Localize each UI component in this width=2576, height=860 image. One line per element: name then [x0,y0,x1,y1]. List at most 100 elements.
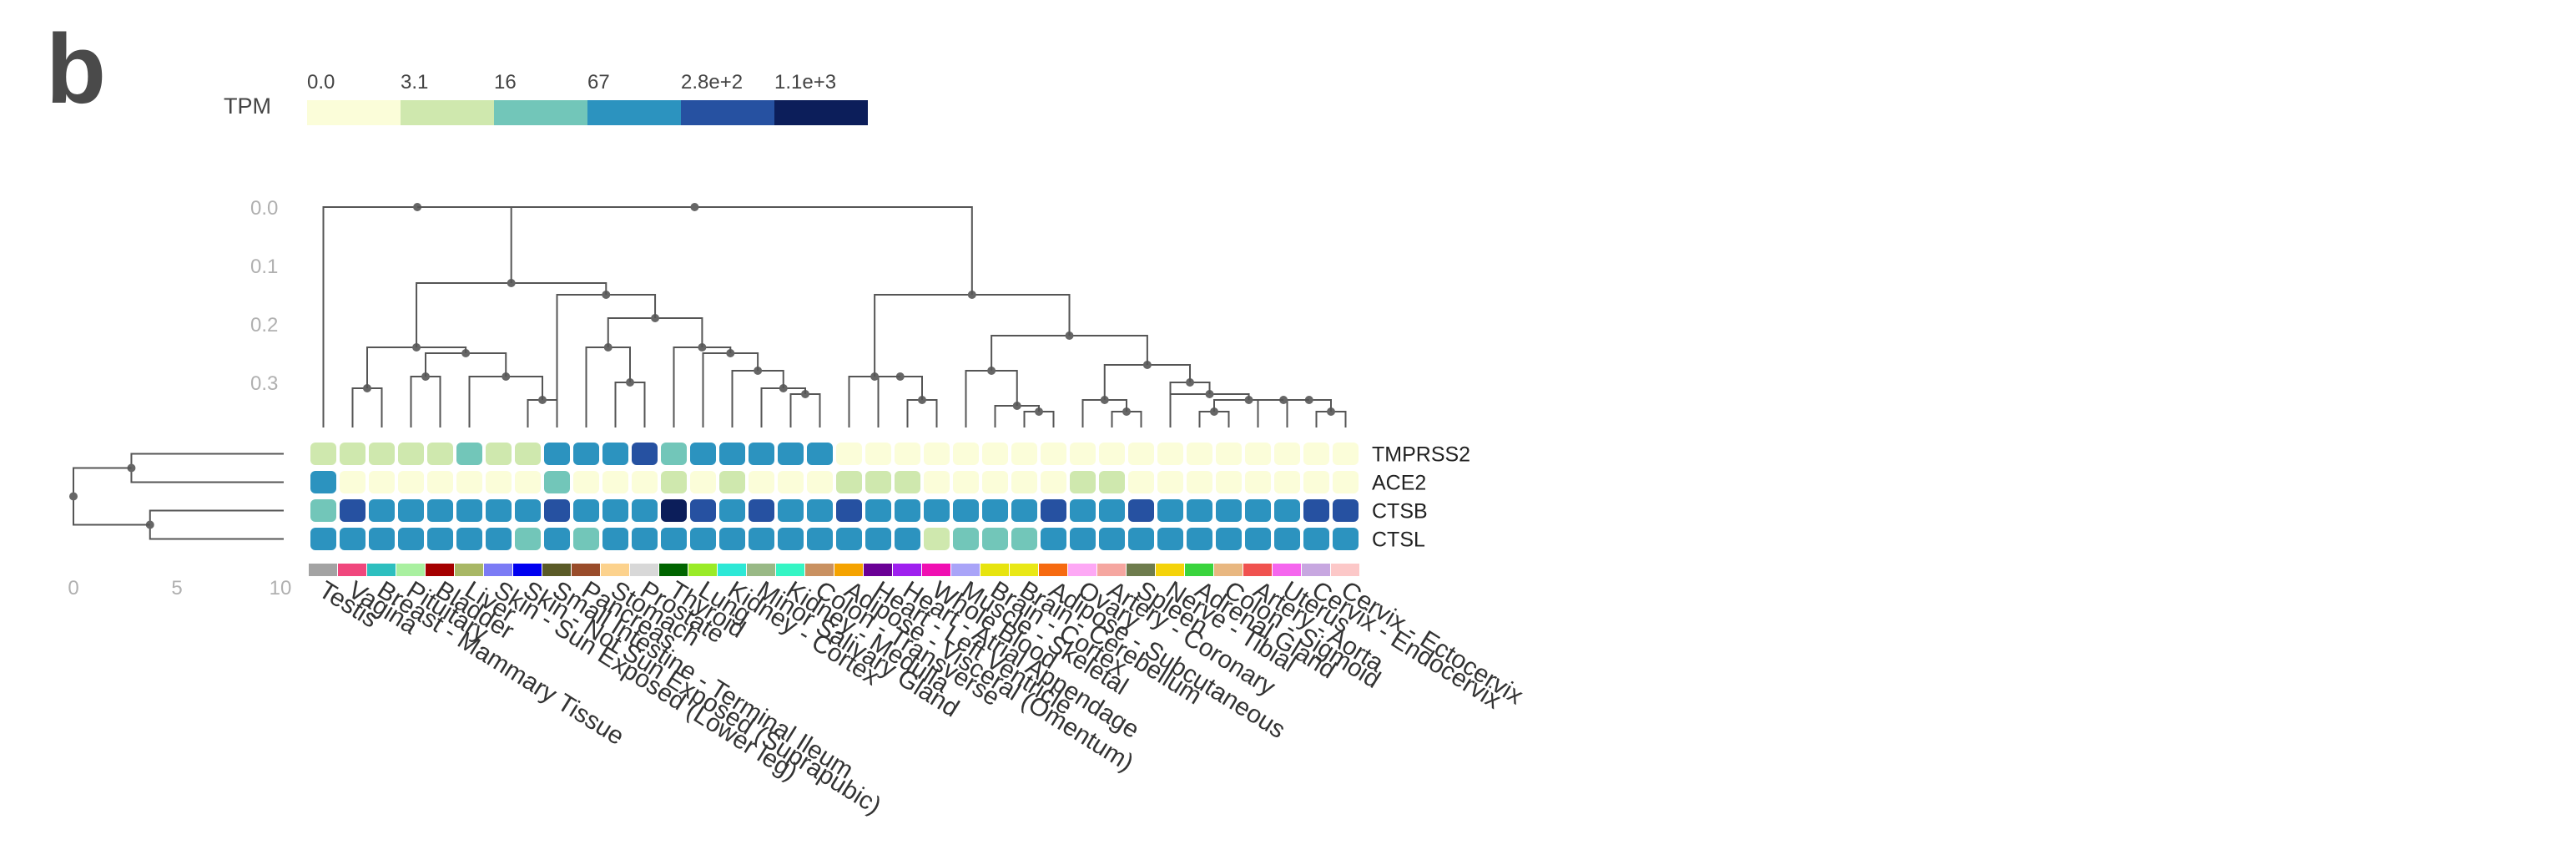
legend-tick-3: 67 [587,71,610,94]
heat-cell-3-11 [632,528,658,550]
heat-cell-2-1 [340,499,365,522]
tissue-color-16 [776,564,804,576]
heat-cell-1-19 [865,471,891,493]
row-axis-tick-1: 5 [171,577,182,599]
tissue-color-10 [601,564,629,576]
heat-cell-1-14 [719,471,745,493]
heat-cell-0-14 [719,443,745,465]
heat-cell-3-1 [340,528,365,550]
heat-cell-1-22 [953,471,979,493]
legend-swatch-4 [681,100,774,125]
heat-cell-0-26 [1070,443,1096,465]
heat-cell-0-8 [544,443,570,465]
dendro-link-32 [322,206,512,427]
dendro-link-42 [965,370,1018,427]
tpm-legend: TPM 0.0 3.1 16 67 2.8e+2 1.1e+3 [224,71,868,125]
heat-cell-1-25 [1041,471,1066,493]
heat-cell-2-24 [1011,499,1037,522]
heat-cell-0-20 [895,443,920,465]
heat-cell-0-19 [865,443,891,465]
heat-cell-3-29 [1157,528,1183,550]
tissue-color-1 [338,564,366,576]
heat-cell-3-7 [515,528,541,550]
heat-cell-1-27 [1099,471,1125,493]
tissue-color-3 [396,564,425,576]
legend-swatch-3 [587,100,681,125]
heat-cell-0-35 [1333,443,1359,465]
tissue-color-20 [893,564,921,576]
heat-cell-0-31 [1216,443,1242,465]
heat-cell-0-13 [690,443,716,465]
heat-cell-3-32 [1245,528,1271,550]
gene-label-1: ACE2 [1372,472,1426,495]
heat-cell-1-2 [369,471,395,493]
dendro-link-16 [789,393,821,427]
heat-cell-3-28 [1128,528,1154,550]
heat-cell-0-22 [953,443,979,465]
heat-cell-3-25 [1041,528,1066,550]
heat-cell-0-0 [310,443,336,465]
gene-label-0: TMPRSS2 [1372,443,1470,467]
heat-cell-0-15 [749,443,774,465]
heat-cell-0-1 [340,443,365,465]
dendro-link-56 [1213,399,1284,412]
heat-cell-2-4 [427,499,453,522]
heat-cell-0-28 [1128,443,1154,465]
heat-cell-1-7 [515,471,541,493]
tissue-color-11 [630,564,658,576]
tissue-color-23 [980,564,1009,576]
legend-tick-0: 0.0 [307,71,335,94]
heat-cell-0-9 [573,443,599,465]
heat-cell-2-29 [1157,499,1183,522]
heat-cell-1-9 [573,471,599,493]
tissue-color-7 [513,564,542,576]
heat-cell-3-0 [310,528,336,550]
col-axis-tick-2: 0.2 [250,314,278,336]
heat-cell-2-34 [1303,499,1329,522]
heat-cell-2-15 [749,499,774,522]
heat-cell-2-8 [544,499,570,522]
tissue-color-29 [1156,564,1184,576]
heat-cell-3-35 [1333,528,1359,550]
tissue-color-25 [1039,564,1067,576]
heat-cell-0-21 [924,443,950,465]
heat-cell-1-3 [398,471,424,493]
heat-cell-1-28 [1128,471,1154,493]
legend-swatch-5 [774,100,868,125]
heat-cell-1-11 [632,471,658,493]
tissue-color-0 [309,564,337,576]
tissue-color-24 [1010,564,1038,576]
tissue-color-2 [367,564,396,576]
heat-cell-3-26 [1070,528,1096,550]
heat-cell-1-6 [486,471,512,493]
tissue-color-32 [1243,564,1272,576]
dendro-link-20 [731,370,784,427]
heat-cell-3-30 [1187,528,1212,550]
heat-cell-1-17 [807,471,833,493]
heat-cell-1-15 [749,471,774,493]
tissue-color-28 [1127,564,1155,576]
tissue-color-21 [922,564,950,576]
tissue-color-12 [659,564,688,576]
heat-cell-2-25 [1041,499,1066,522]
heat-cell-1-4 [427,471,453,493]
heatmap-grid [310,443,1359,550]
heat-cell-2-3 [398,499,424,522]
tissue-color-13 [688,564,717,576]
heat-cell-3-12 [661,528,687,550]
heat-cell-0-2 [369,443,395,465]
legend-tick-1: 3.1 [401,71,428,94]
heat-cell-2-21 [924,499,950,522]
heat-cell-2-11 [632,499,658,522]
heat-cell-2-33 [1274,499,1300,522]
heat-cell-0-10 [602,443,628,465]
heat-cell-1-23 [982,471,1008,493]
heat-cell-2-27 [1099,499,1125,522]
heat-cell-3-8 [544,528,570,550]
heat-cell-3-21 [924,528,950,550]
tissue-color-5 [455,564,483,576]
heat-cell-2-23 [982,499,1008,522]
row-dendro-link-1 [149,509,284,540]
dendro-link-60 [1169,382,1211,427]
